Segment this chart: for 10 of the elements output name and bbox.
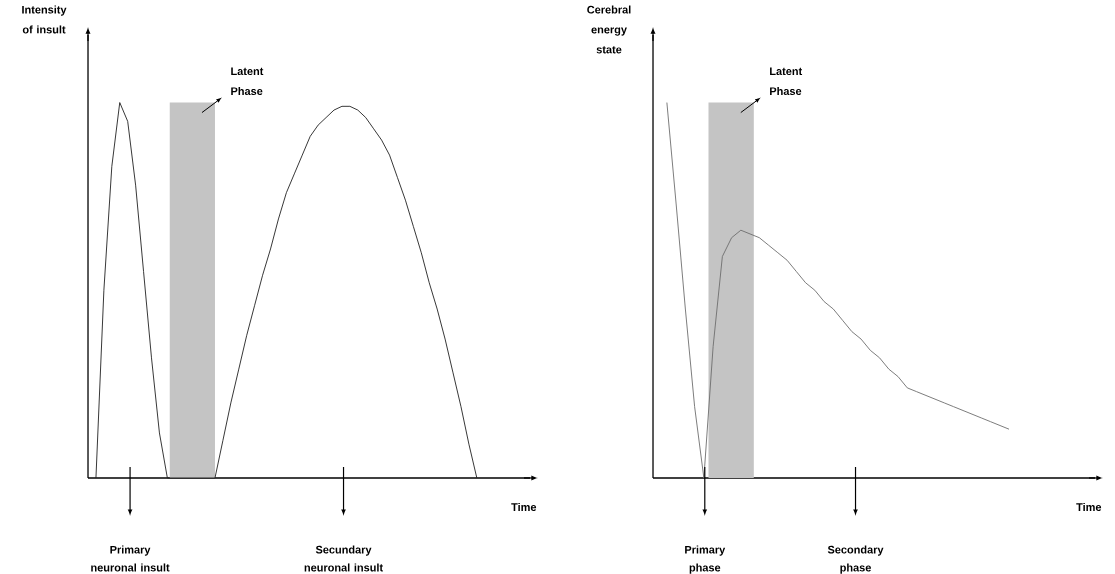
text: Primary phase bbox=[685, 545, 726, 574]
text: Cerebral energy state bbox=[587, 5, 631, 54]
text: Primary neuronal insult bbox=[91, 545, 170, 572]
text: Secondary phase bbox=[827, 545, 884, 574]
x-axis-title: Time bbox=[511, 502, 537, 512]
text: Secundary neuronal insult bbox=[304, 545, 383, 572]
y-axis-title: Intensity of insult bbox=[22, 5, 67, 34]
text: Latent Phase bbox=[231, 67, 264, 96]
text: Latent Phase bbox=[770, 67, 803, 96]
x-axis-title: Time bbox=[1076, 502, 1102, 512]
